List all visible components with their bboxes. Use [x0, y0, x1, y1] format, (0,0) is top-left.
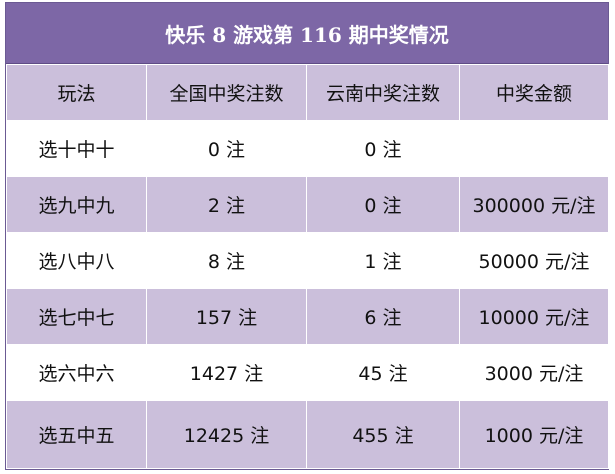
- prize-table: 玩法 全国中奖注数 云南中奖注数 中奖金额 选十中十 0 注 0 注 选九中九 …: [6, 64, 609, 469]
- header-row: 玩法 全国中奖注数 云南中奖注数 中奖金额: [6, 64, 609, 121]
- prize-amount-cell: 1000 元/注: [459, 400, 609, 469]
- table-row: 选五中五 12425 注 455 注 1000 元/注: [6, 400, 609, 469]
- yunnan-count-cell: 0 注: [306, 120, 460, 177]
- header-play: 玩法: [6, 64, 147, 121]
- prize-amount-cell: 50000 元/注: [459, 232, 609, 289]
- prize-amount-cell: [459, 120, 609, 177]
- play-cell: 选十中十: [6, 120, 147, 177]
- play-cell: 选五中五: [6, 400, 147, 469]
- play-cell: 选九中九: [6, 176, 147, 233]
- prize-amount-cell: 3000 元/注: [459, 344, 609, 401]
- yunnan-count-cell: 0 注: [306, 176, 460, 233]
- national-count-cell: 1427 注: [146, 344, 307, 401]
- play-cell: 选六中六: [6, 344, 147, 401]
- prize-table-frame: 快乐 8 游戏第 116 期中奖情况 玩法 全国中奖注数 云南中奖注数 中奖金额…: [5, 2, 609, 470]
- yunnan-count-cell: 455 注: [306, 400, 460, 469]
- prize-amount-cell: 10000 元/注: [459, 288, 609, 345]
- play-cell: 选七中七: [6, 288, 147, 345]
- yunnan-count-cell: 1 注: [306, 232, 460, 289]
- play-cell: 选八中八: [6, 232, 147, 289]
- national-count-cell: 12425 注: [146, 400, 307, 469]
- header-national-count: 全国中奖注数: [146, 64, 307, 121]
- table-row: 选十中十 0 注 0 注: [6, 120, 609, 177]
- table-title: 快乐 8 游戏第 116 期中奖情况: [6, 3, 608, 64]
- prize-amount-cell: 300000 元/注: [459, 176, 609, 233]
- yunnan-count-cell: 6 注: [306, 288, 460, 345]
- table-row: 选六中六 1427 注 45 注 3000 元/注: [6, 344, 609, 401]
- national-count-cell: 8 注: [146, 232, 307, 289]
- national-count-cell: 2 注: [146, 176, 307, 233]
- table-row: 选七中七 157 注 6 注 10000 元/注: [6, 288, 609, 345]
- header-prize-amount: 中奖金额: [459, 64, 609, 121]
- national-count-cell: 0 注: [146, 120, 307, 177]
- yunnan-count-cell: 45 注: [306, 344, 460, 401]
- table-row: 选八中八 8 注 1 注 50000 元/注: [6, 232, 609, 289]
- table-row: 选九中九 2 注 0 注 300000 元/注: [6, 176, 609, 233]
- national-count-cell: 157 注: [146, 288, 307, 345]
- header-yunnan-count: 云南中奖注数: [306, 64, 460, 121]
